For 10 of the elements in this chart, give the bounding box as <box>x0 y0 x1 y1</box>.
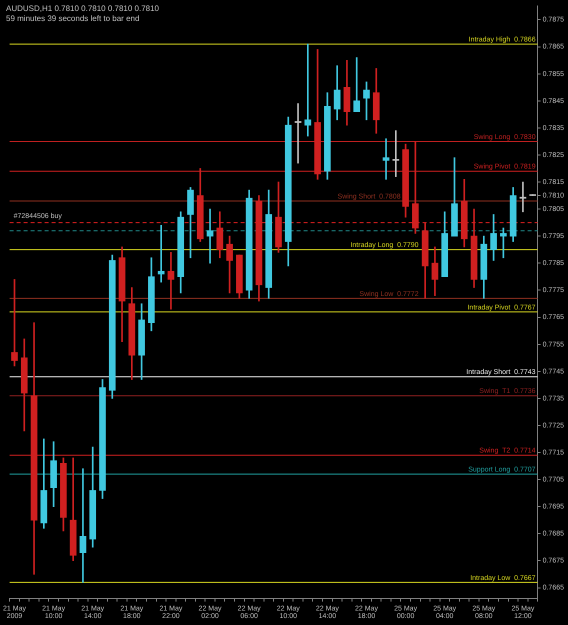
text: 59 minutes 39 seconds left to bar end <box>6 14 140 24</box>
chart-title: AUDUSD,H1 0.7810 0.7810 0.7810 0.7810 <box>6 4 159 14</box>
candlestick <box>168 252 174 310</box>
candlestick <box>294 103 302 164</box>
candlestick <box>80 468 86 583</box>
candlestick <box>520 182 526 212</box>
candlestick <box>382 138 390 180</box>
candlestick <box>206 208 214 264</box>
candlestick <box>11 279 18 366</box>
candlestick <box>363 82 370 120</box>
